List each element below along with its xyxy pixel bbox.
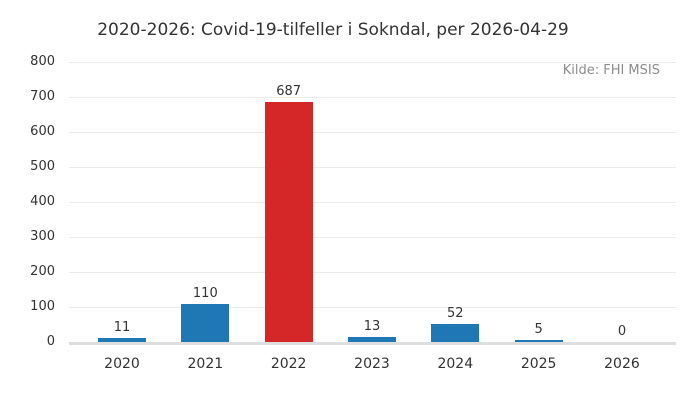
x-tick-label: 2023	[354, 356, 390, 372]
bar-value-label: 52	[447, 305, 464, 321]
x-tick-label: 2024	[437, 356, 474, 372]
gridline	[69, 201, 676, 203]
source-annotation: Kilde: FHI MSIS	[562, 63, 660, 78]
bar-2022	[264, 101, 313, 342]
gridline	[69, 271, 676, 273]
bar-value-label: 0	[617, 324, 627, 339]
y-tick-label: 800	[30, 54, 55, 69]
bar-value-label: 687	[276, 83, 302, 99]
y-tick-label: 200	[30, 264, 55, 279]
bar-2023	[347, 337, 396, 342]
y-tick-label: 500	[30, 159, 55, 174]
x-axis-baseline	[69, 342, 676, 345]
x-tick-label: 2020	[104, 356, 140, 372]
x-tick-label: 2025	[520, 356, 557, 372]
y-tick-label: 400	[30, 194, 55, 209]
bar-value-label: 5	[534, 322, 543, 338]
y-tick-label: 700	[30, 89, 55, 104]
y-tick-label: 600	[30, 124, 55, 139]
y-tick-label: 100	[30, 299, 55, 314]
gridline	[69, 166, 676, 168]
y-tick-label: 0	[46, 334, 55, 349]
gridline	[69, 61, 676, 63]
bar-2021	[181, 303, 230, 342]
bar-value-label: 110	[192, 285, 218, 301]
bar-value-label: 11	[113, 320, 131, 336]
bar-2020	[98, 338, 146, 342]
gridline	[69, 306, 676, 308]
x-tick-label: 2021	[187, 356, 224, 372]
chart-title: 2020-2026: Covid-19-tilfeller i Sokndal,…	[97, 20, 569, 40]
y-axis: 0 100 200 300 400 500 600 700 800	[0, 54, 55, 349]
gridline	[69, 131, 676, 133]
bar-2025	[514, 340, 563, 342]
bar-2024	[431, 323, 480, 342]
x-tick-label: 2022	[270, 356, 307, 372]
plot-area: 11 2020 110 2021 687 2022 13 2023 52 2024 5 2025 0 20…	[69, 61, 676, 372]
gridline	[69, 96, 676, 98]
y-tick-label: 300	[30, 229, 55, 244]
bar-value-label: 13	[363, 319, 381, 335]
x-tick-label: 2026	[604, 356, 640, 372]
gridline	[69, 236, 676, 238]
